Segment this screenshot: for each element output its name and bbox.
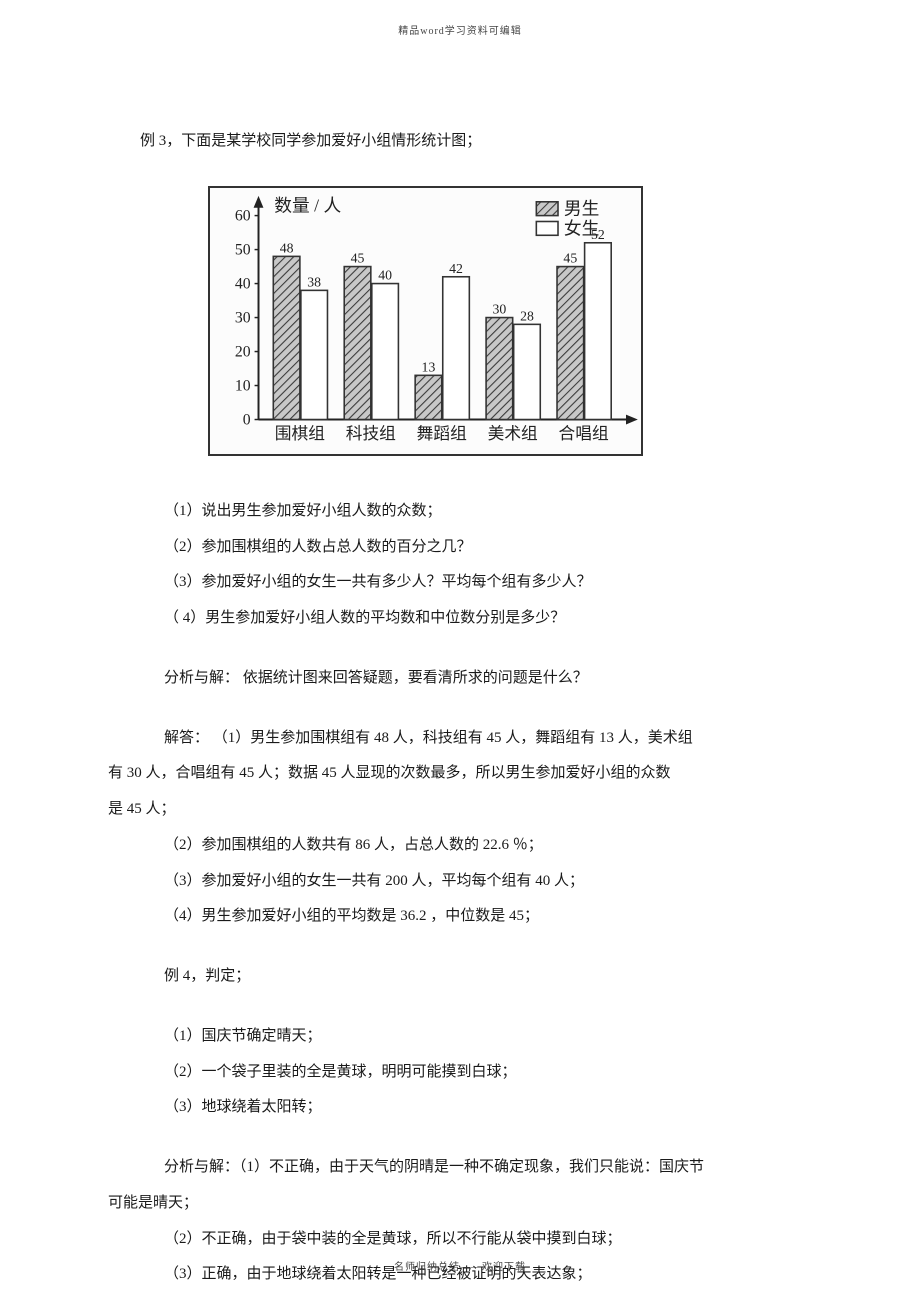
example-4-title: 例 4，判定； [108, 963, 812, 991]
svg-text:30: 30 [492, 301, 506, 316]
document-body: 例 3，下面是某学校同学参加爱好小组情形统计图； 数量 / 人 0 10 20 30 40… [108, 128, 812, 1297]
svg-text:13: 13 [422, 359, 436, 374]
analysis-label: 分析与解： [164, 670, 239, 686]
ex4-q1: （1）国庆节确定晴天； [108, 1023, 812, 1051]
analysis-text: 依据统计图来回答疑题，要看清所求的问题是什么？ [239, 670, 588, 686]
page-header: 精品word学习资料可编辑 [398, 22, 522, 37]
svg-text:20: 20 [235, 343, 251, 360]
bar-chart: 数量 / 人0102030405060男生女生4838围棋组4540科技组134… [208, 186, 643, 456]
svg-text:45: 45 [563, 250, 577, 265]
svg-text:48: 48 [280, 240, 294, 255]
example-3-title: 例 3，下面是某学校同学参加爱好小组情形统计图； [108, 128, 812, 156]
ex3-q1: （1）说出男生参加爱好小组人数的众数； [108, 498, 812, 526]
svg-text:数量 / 人: 数量 / 人 [274, 195, 341, 215]
example-4-label: 例 4， [164, 968, 205, 984]
ex3-q4: （ 4）男生参加爱好小组人数的平均数和中位数分别是多少？ [108, 605, 812, 633]
svg-text:40: 40 [235, 275, 251, 292]
svg-text:围棋组: 围棋组 [275, 424, 325, 443]
ex3-analysis: 分析与解： 依据统计图来回答疑题，要看清所求的问题是什么？ [108, 665, 812, 693]
svg-text:38: 38 [307, 274, 321, 289]
example-4-text: 判定； [205, 968, 250, 984]
svg-text:10: 10 [235, 377, 251, 394]
ex3-answer-line1: 解答： （1）男生参加围棋组有 48 人，科技组有 45 人，舞蹈组有 13 人… [108, 725, 812, 753]
svg-text:合唱组: 合唱组 [559, 424, 609, 443]
svg-text:0: 0 [243, 411, 251, 428]
svg-text:美术组: 美术组 [488, 424, 538, 443]
ex3-answer-line2: 有 30 人，合唱组有 45 人；数据 45 人显现的次数最多，所以男生参加爱好… [108, 760, 812, 788]
svg-text:52: 52 [591, 227, 605, 242]
example-3-text: 下面是某学校同学参加爱好小组情形统计图； [181, 133, 481, 149]
page-footer: 名师归纳总结——欢迎下载 [394, 1258, 526, 1273]
svg-text:60: 60 [235, 207, 251, 224]
svg-text:40: 40 [378, 267, 392, 282]
ex3-answer-4: （4）男生参加爱好小组的平均数是 36.2 ，中位数是 45； [108, 903, 812, 931]
svg-text:30: 30 [235, 309, 251, 326]
svg-text:舞蹈组: 舞蹈组 [417, 424, 467, 443]
answer-label: 解答： [164, 730, 209, 746]
answer-1a: （1）男生参加围棋组有 48 人，科技组有 45 人，舞蹈组有 13 人，美术组 [209, 730, 693, 746]
svg-text:男生: 男生 [564, 198, 599, 218]
ex3-answer-line3: 是 45 人； [108, 796, 812, 824]
ex3-answer-3: （3）参加爱好小组的女生一共有 200 人，平均每个组有 40 人； [108, 868, 812, 896]
ex4-analysis-1a: 分析与解：（1）不正确，由于天气的阴晴是一种不确定现象，我们只能说：国庆节 [108, 1154, 812, 1182]
ex4-analysis-1b: 可能是晴天； [108, 1190, 812, 1218]
ex3-q2: （2）参加围棋组的人数占总人数的百分之几？ [108, 534, 812, 562]
chart-svg: 数量 / 人0102030405060男生女生4838围棋组4540科技组134… [210, 188, 641, 454]
example-3-label: 例 3， [140, 133, 181, 149]
svg-text:45: 45 [351, 250, 365, 265]
svg-text:科技组: 科技组 [346, 424, 396, 443]
svg-text:28: 28 [520, 308, 534, 323]
ex4-analysis-2: （2）不正确，由于袋中装的全是黄球，所以不行能从袋中摸到白球； [108, 1226, 812, 1254]
ex3-q3: （3）参加爱好小组的女生一共有多少人？平均每个组有多少人？ [108, 569, 812, 597]
ex4-q3: （3）地球绕着太阳转； [108, 1094, 812, 1122]
svg-text:42: 42 [449, 261, 463, 276]
ex4-q2: （2）一个袋子里装的全是黄球，明明可能摸到白球； [108, 1059, 812, 1087]
ex3-answer-2: （2）参加围棋组的人数共有 86 人，占总人数的 22.6 ％； [108, 832, 812, 860]
svg-text:50: 50 [235, 241, 251, 258]
